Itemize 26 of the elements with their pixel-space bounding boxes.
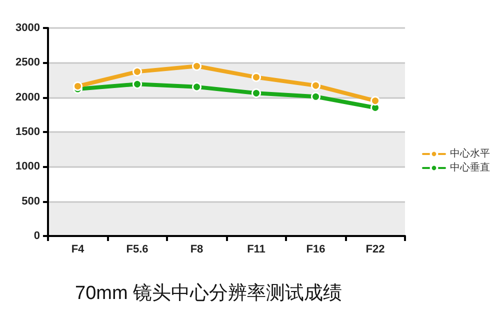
x-tick-label: F5.6 (126, 244, 148, 256)
y-tick-label: 1000 (16, 160, 40, 173)
point (192, 61, 202, 71)
x-tick-label: F11 (247, 244, 266, 256)
point (132, 66, 142, 76)
x-tick-label: F16 (306, 244, 326, 256)
point (311, 80, 320, 90)
point (252, 88, 261, 98)
y-tick-label: 2500 (16, 56, 40, 69)
point (132, 79, 142, 89)
point (192, 82, 202, 92)
y-tick-label: 1500 (16, 126, 40, 138)
text: 70mm 镜头中心分辨率测试成绩 (75, 282, 342, 304)
y-tick-label: 2000 (16, 91, 40, 104)
x-tick-label: F8 (190, 244, 204, 256)
y-tick-label: 0 (34, 230, 40, 242)
point (311, 92, 320, 102)
point (370, 96, 380, 106)
legend-label: 中心水平 (450, 148, 490, 160)
y-tick-label: 500 (22, 195, 40, 208)
point (252, 72, 261, 82)
x-tick-label: F4 (71, 244, 86, 256)
point (73, 81, 82, 91)
y-tick-label: 3000 (16, 22, 40, 34)
legend-label: 中心垂直 (450, 162, 490, 174)
x-tick-label: F22 (366, 244, 385, 256)
